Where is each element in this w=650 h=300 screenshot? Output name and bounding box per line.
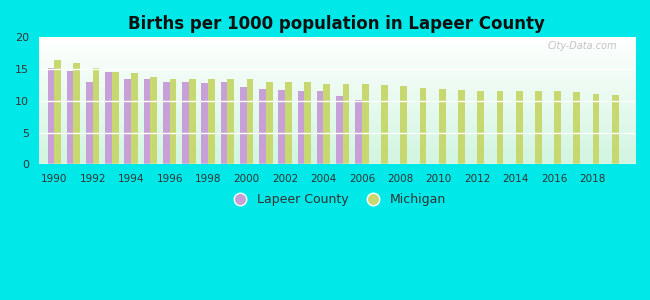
Bar [54, 59, 61, 164]
Bar [298, 91, 304, 164]
Bar [400, 86, 407, 164]
Bar [458, 90, 465, 164]
Bar [208, 79, 214, 164]
Bar [67, 71, 73, 164]
Legend: Lapeer County, Michigan: Lapeer County, Michigan [223, 188, 451, 211]
Bar [266, 82, 272, 164]
Bar [439, 89, 446, 164]
Bar [227, 79, 234, 164]
Bar [278, 90, 285, 164]
Text: City-Data.com: City-Data.com [547, 41, 617, 51]
Bar [73, 63, 80, 164]
Bar [170, 79, 176, 164]
Bar [163, 82, 170, 164]
Bar [554, 91, 561, 164]
Bar [105, 72, 112, 164]
Bar [355, 100, 362, 164]
Bar [131, 74, 138, 164]
Bar [189, 79, 196, 164]
Bar [86, 82, 93, 164]
Bar [336, 96, 343, 164]
Bar [324, 84, 330, 164]
Bar [240, 87, 246, 164]
Bar [259, 89, 266, 164]
Bar [420, 88, 426, 164]
Bar [202, 83, 208, 164]
Bar [573, 92, 580, 164]
Bar [182, 82, 189, 164]
Bar [497, 91, 503, 164]
Bar [285, 82, 292, 164]
Bar [477, 91, 484, 164]
Bar [593, 94, 599, 164]
Bar [535, 91, 541, 164]
Bar [47, 68, 54, 164]
Bar [246, 79, 254, 164]
Bar [612, 95, 619, 164]
Bar [362, 84, 369, 164]
Bar [144, 79, 150, 164]
Bar [93, 68, 99, 164]
Bar [515, 91, 523, 164]
Bar [343, 84, 350, 164]
Bar [220, 82, 228, 164]
Title: Births per 1000 population in Lapeer County: Births per 1000 population in Lapeer Cou… [129, 15, 545, 33]
Bar [124, 79, 131, 164]
Bar [317, 91, 324, 164]
Bar [381, 85, 388, 164]
Bar [150, 77, 157, 164]
Bar [112, 72, 119, 164]
Bar [304, 82, 311, 164]
